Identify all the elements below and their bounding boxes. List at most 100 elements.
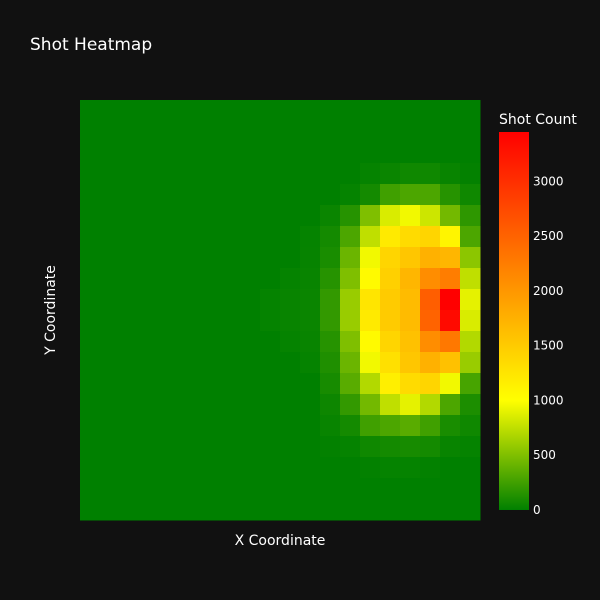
heatmap-cell	[440, 100, 461, 122]
heatmap-cell	[180, 163, 201, 185]
heatmap-cell	[220, 457, 241, 479]
heatmap-cell	[240, 394, 261, 416]
heatmap-cell	[280, 373, 301, 395]
heatmap-cell	[360, 457, 381, 479]
heatmap-cell	[180, 205, 201, 227]
heatmap-cell	[260, 100, 281, 122]
colorbar-tick-label: 1500	[533, 339, 564, 353]
heatmap-cell	[260, 163, 281, 185]
heatmap-cell	[420, 142, 441, 164]
heatmap-cell	[100, 436, 121, 458]
heatmap-cell	[260, 184, 281, 206]
heatmap-cell	[120, 394, 141, 416]
heatmap-cell	[440, 205, 461, 227]
heatmap-cell	[340, 205, 361, 227]
heatmap-cell	[140, 247, 161, 269]
heatmap-cell	[380, 226, 401, 248]
heatmap-cell	[80, 121, 101, 143]
heatmap-cell	[160, 457, 181, 479]
heatmap-cell	[260, 394, 281, 416]
heatmap-cell	[80, 310, 101, 332]
heatmap-cell	[80, 457, 101, 479]
heatmap-cell	[260, 289, 281, 311]
heatmap-cell	[320, 268, 341, 290]
heatmap-cell	[180, 436, 201, 458]
heatmap-cell	[280, 310, 301, 332]
heatmap-cell	[300, 499, 321, 521]
heatmap-cell	[420, 226, 441, 248]
heatmap-cell	[140, 415, 161, 437]
heatmap-cell	[440, 268, 461, 290]
heatmap-cell	[460, 373, 481, 395]
heatmap-cell	[440, 247, 461, 269]
heatmap-cell	[220, 226, 241, 248]
heatmap-cell	[280, 352, 301, 374]
heatmap-cell	[420, 499, 441, 521]
heatmap-cell	[120, 478, 141, 500]
heatmap-cell	[100, 100, 121, 122]
heatmap-cell	[80, 268, 101, 290]
heatmap-cell	[120, 142, 141, 164]
heatmap-cell	[140, 499, 161, 521]
heatmap-cell	[120, 226, 141, 248]
heatmap-cell	[200, 100, 221, 122]
heatmap-cell	[440, 478, 461, 500]
heatmap-cell	[120, 289, 141, 311]
heatmap-cell	[120, 247, 141, 269]
heatmap-cell	[440, 226, 461, 248]
heatmap-cell	[340, 331, 361, 353]
heatmap-cell	[160, 121, 181, 143]
heatmap-cell	[220, 394, 241, 416]
heatmap-cell	[380, 121, 401, 143]
heatmap-cell	[460, 100, 481, 122]
heatmap-cell	[300, 394, 321, 416]
heatmap-cell	[460, 310, 481, 332]
heatmap-cell	[340, 268, 361, 290]
heatmap-cell	[180, 226, 201, 248]
heatmap-cell	[460, 394, 481, 416]
heatmap-cell	[360, 226, 381, 248]
heatmap-cell	[140, 331, 161, 353]
heatmap-cell	[160, 331, 181, 353]
heatmap-cell	[400, 205, 421, 227]
heatmap-cell	[280, 394, 301, 416]
heatmap-cell	[400, 373, 421, 395]
heatmap-cell	[120, 415, 141, 437]
heatmap-cell	[380, 394, 401, 416]
heatmap-cell	[300, 163, 321, 185]
heatmap-cell	[360, 478, 381, 500]
heatmap-cell	[260, 499, 281, 521]
heatmap-cell	[280, 289, 301, 311]
heatmap-cell	[300, 436, 321, 458]
heatmap-cell	[440, 499, 461, 521]
heatmap-cell	[240, 373, 261, 395]
heatmap-cell	[300, 142, 321, 164]
heatmap-cell	[100, 457, 121, 479]
heatmap-cell	[360, 352, 381, 374]
heatmap-cell	[440, 352, 461, 374]
heatmap-cell	[80, 415, 101, 437]
heatmap-cell	[420, 205, 441, 227]
heatmap-cell	[300, 415, 321, 437]
heatmap-cell	[140, 352, 161, 374]
heatmap-cell	[300, 226, 321, 248]
heatmap-cell	[80, 247, 101, 269]
heatmap-cell	[420, 184, 441, 206]
heatmap-cell	[240, 415, 261, 437]
heatmap-cell	[240, 436, 261, 458]
heatmap-cell	[180, 352, 201, 374]
heatmap-cell	[140, 205, 161, 227]
heatmap-cell	[320, 226, 341, 248]
heatmap-cell	[440, 142, 461, 164]
heatmap-cell	[400, 268, 421, 290]
heatmap-cell	[120, 268, 141, 290]
heatmap-cell	[360, 394, 381, 416]
heatmap-cell	[200, 373, 221, 395]
heatmap-cell	[280, 142, 301, 164]
heatmap-cell	[320, 142, 341, 164]
heatmap-cell	[320, 352, 341, 374]
heatmap-cell	[460, 289, 481, 311]
heatmap-cell	[360, 436, 381, 458]
heatmap-cell	[380, 436, 401, 458]
